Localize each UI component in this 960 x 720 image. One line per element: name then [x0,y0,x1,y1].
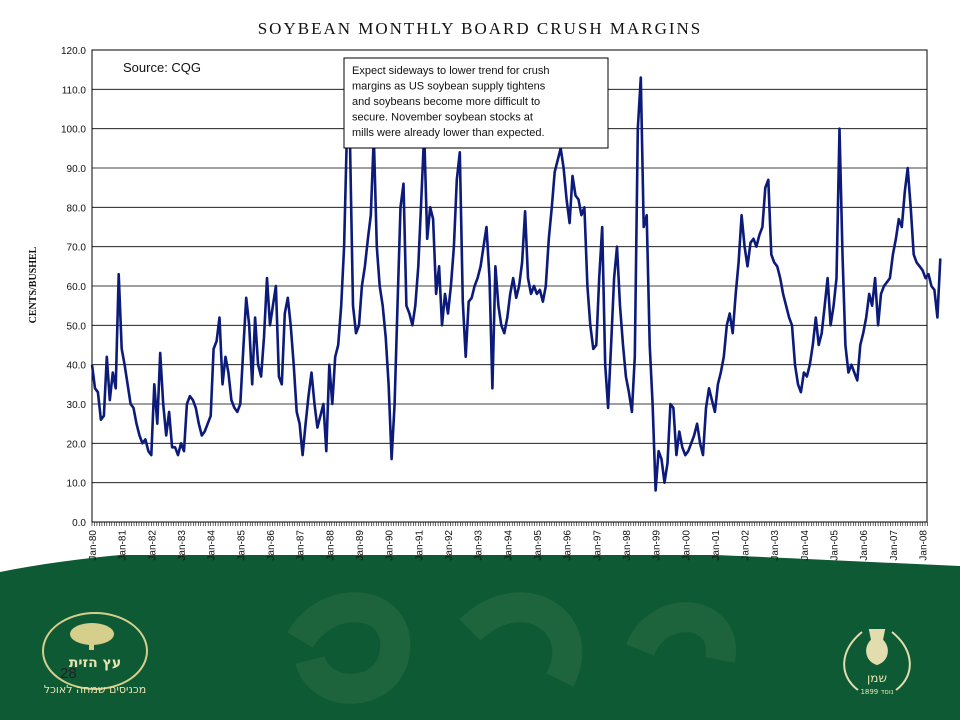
decor-swirl-1 [287,592,411,704]
footer-band [0,555,960,720]
x-tick-label: Jan-90 [385,530,396,561]
x-tick-label: Jan-91 [414,530,425,561]
y-tick-label: 80.0 [67,203,87,214]
x-tick-label: Jan-85 [236,530,247,561]
y-tick-label: 60.0 [67,282,87,293]
x-tick-label: Jan-97 [592,530,603,561]
y-tick-label: 0.0 [72,518,86,529]
x-tick-label: Jan-03 [770,530,781,561]
page-number: 28 [60,665,77,682]
y-tick-label: 20.0 [67,439,87,450]
right-logo-sub: 1899 נוסד [860,688,893,696]
x-tick-label: Jan-87 [296,530,307,561]
annotation-line: and soybeans become more difficult to [352,96,540,108]
y-tick-label: 100.0 [61,125,86,136]
y-tick-label: 120.0 [61,46,86,57]
x-tick-label: Jan-93 [474,530,485,561]
x-tick-label: Jan-08 [919,530,930,561]
left-logo-slogan: מכניסים שמחה לאוכל [44,683,146,696]
chart-title: SOYBEAN MONTHLY BOARD CRUSH MARGINS [258,19,703,38]
x-tick-label: Jan-94 [503,530,514,561]
x-tick-label: Jan-00 [681,530,692,561]
annotation-line: Expect sideways to lower trend for crush [352,65,549,77]
right-logo-name: שמן [867,671,887,685]
x-tick-label: Jan-80 [88,530,99,561]
x-tick-label: Jan-02 [741,530,752,561]
annotation-line: secure. November soybean stocks at [352,112,533,124]
y-tick-label: 30.0 [67,400,87,411]
x-tick-label: Jan-88 [325,530,336,561]
y-axis-label: CENTS/BUSHEL [28,246,39,323]
x-tick-label: Jan-96 [563,530,574,561]
y-ticks: 0.0 10.0 20.0 30.0 40.0 50.0 60.0 70.0 80.0 90.0 1… [61,46,86,529]
y-tick-label: 50.0 [67,321,87,332]
olive-tree-icon [70,623,114,645]
x-tick-label: Jan-06 [859,530,870,561]
x-tick-label: Jan-98 [622,530,633,561]
y-tick-label: 110.0 [62,85,87,96]
amphora-icon [866,629,888,666]
left-logo: עץ הזית מכניסים שמחה לאוכל [42,612,148,696]
y-tick-label: 70.0 [67,243,87,254]
y-tick-label: 90.0 [67,164,87,175]
x-tick-label: Jan-99 [652,530,663,561]
annotation-line: mills were already lower than expected. [352,127,545,139]
annotation-line: margins as US soybean supply tightens [352,81,546,93]
x-minor-ticks [91,522,928,526]
decor-swirl-2 [459,592,582,687]
y-tick-label: 10.0 [67,479,87,490]
decor-swirl-3 [626,602,736,663]
source-label: Source: CQG [123,60,201,75]
x-tick-label: Jan-83 [177,530,188,561]
x-tick-label: Jan-82 [147,530,158,561]
olive-tree-trunk [89,640,94,650]
left-logo-oval [42,612,148,690]
x-tick-label: Jan-04 [800,530,811,561]
footer-wave [0,545,960,572]
x-tick-label: Jan-89 [355,530,366,561]
x-tick-label: Jan-84 [207,530,218,561]
y-tick-label: 40.0 [67,361,87,372]
laurel-left-icon [843,631,863,691]
x-tick-label: Jan-95 [533,530,544,561]
plot-frame [91,49,928,523]
annotation-box [343,57,609,149]
x-tick-label: Jan-01 [711,530,722,561]
annotation-text: Expect sideways to lower trend for crush… [352,65,549,139]
laurel-right-icon [891,631,911,691]
x-tick-label: Jan-81 [118,530,129,561]
right-logo [843,629,911,691]
x-tick-label: Jan-07 [889,530,900,561]
x-ticks: Jan-80 Jan-81 Jan-82 Jan-83 Jan-84 Jan-85 Jan-… [88,530,930,561]
left-logo-name: עץ הזית [69,655,121,671]
x-tick-label: Jan-05 [830,530,841,561]
x-tick-label: Jan-86 [266,530,277,561]
series-line [90,76,942,492]
x-tick-label: Jan-92 [444,530,455,561]
